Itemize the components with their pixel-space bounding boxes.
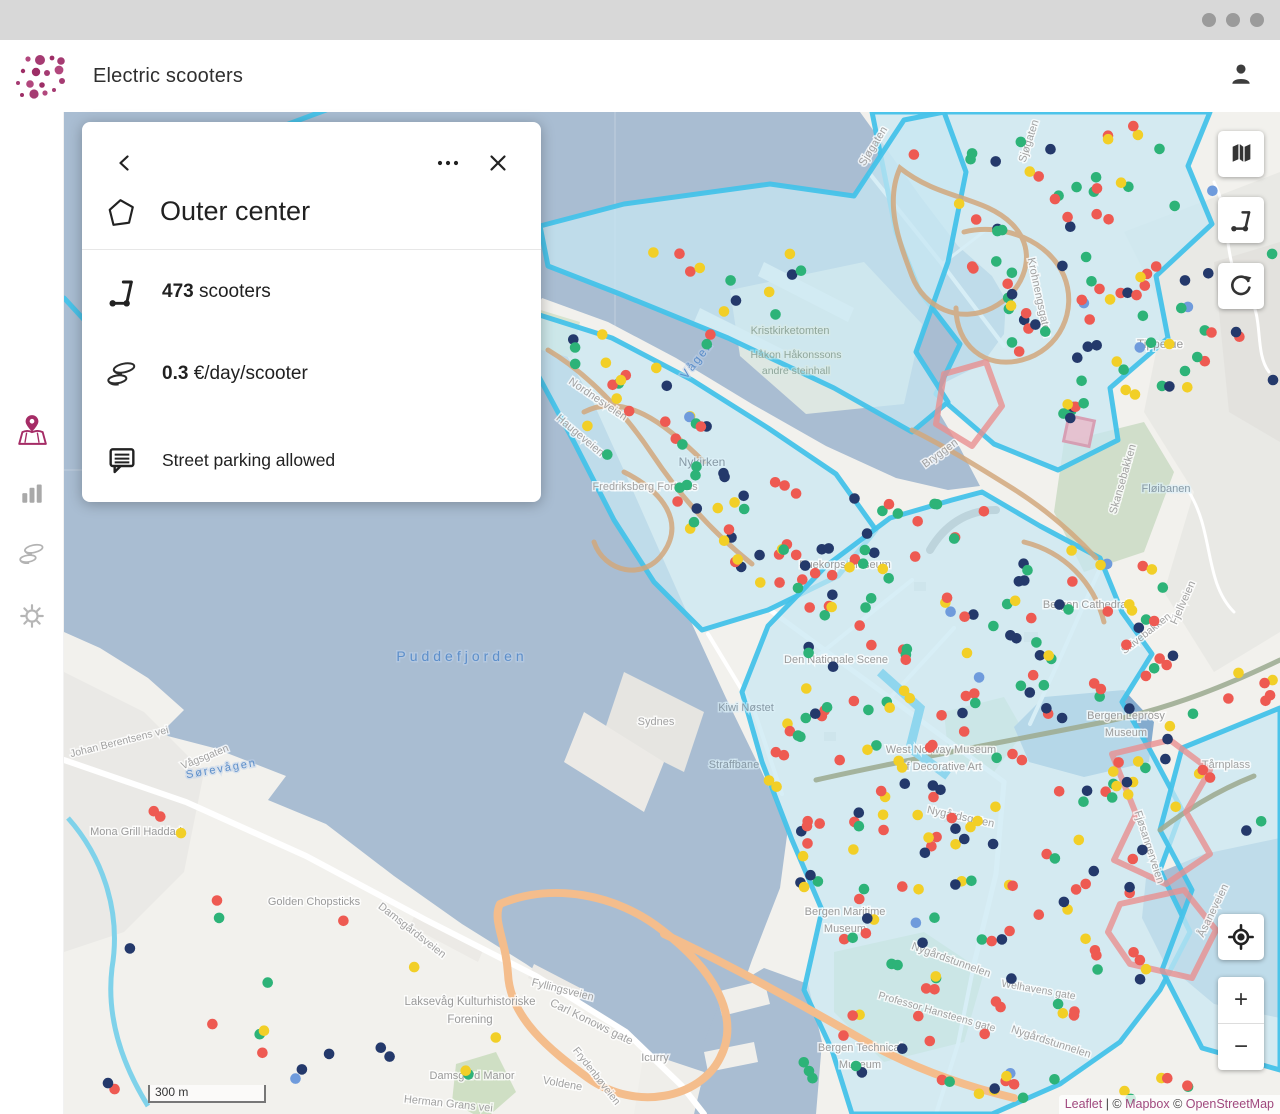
price-per-day: 0.3 €/day/scooter: [162, 363, 308, 384]
map-layers-icon: [1232, 144, 1251, 162]
svg-text:Tårnplass: Tårnplass: [1202, 759, 1251, 771]
close-icon: [490, 155, 506, 171]
svg-text:Icurry: Icurry: [641, 1052, 669, 1064]
svg-text:Kristkirketomten: Kristkirketomten: [751, 325, 830, 337]
scooter-icon: [1230, 211, 1250, 232]
svg-text:Nykirken: Nykirken: [679, 455, 726, 469]
map-pin-icon: [17, 415, 47, 445]
mapbox-link[interactable]: Mapbox: [1125, 1097, 1170, 1111]
svg-text:Sydnes: Sydnes: [638, 716, 675, 728]
refresh-button[interactable]: [1218, 263, 1264, 309]
bar-chart-icon: [21, 484, 42, 503]
person-icon: [1232, 63, 1250, 84]
fortress-marker: [1061, 413, 1097, 449]
window-control-dot: [1202, 13, 1216, 27]
scooter-dots[interactable]: [102, 120, 1279, 1105]
scooter-count: 473 scooters: [162, 281, 271, 302]
close-button[interactable]: [483, 148, 513, 178]
tan-paths: [545, 164, 1107, 625]
stat-row-parking: Street parking allowed: [82, 416, 541, 504]
sidebar-item-map[interactable]: [12, 410, 52, 450]
svg-text:Fredriksberg Fortress: Fredriksberg Fortress: [592, 481, 698, 493]
svg-text:Straffbane: Straffbane: [709, 759, 760, 771]
stat-row-price: 0.3 €/day/scooter: [82, 334, 541, 414]
sidebar-item-pricing[interactable]: [12, 534, 52, 574]
svg-text:Golden Chopsticks: Golden Chopsticks: [268, 896, 361, 908]
svg-text:Forening: Forening: [447, 1014, 492, 1026]
parking-rule: Street parking allowed: [162, 449, 336, 470]
chevron-left-icon: [119, 155, 129, 171]
orange-route: [493, 888, 1018, 1102]
osm-link[interactable]: OpenStreetMap: [1185, 1097, 1274, 1111]
svg-text:Museum: Museum: [824, 923, 866, 935]
scooter-icon: [109, 280, 133, 307]
stream: [66, 816, 151, 1108]
map-scale: 300 m: [148, 1085, 266, 1103]
window-titlebar: [0, 0, 1280, 40]
land-west: [64, 632, 700, 1114]
polygon-icon: [108, 198, 134, 226]
svg-text:Kiwi Nøstet: Kiwi Nøstet: [718, 702, 774, 714]
zoom-in-button[interactable]: +: [1233, 986, 1248, 1013]
zone-harbor: [537, 112, 969, 435]
app-logo-dots-icon: [16, 55, 65, 99]
user-account-button[interactable]: [1228, 61, 1254, 92]
back-button[interactable]: [110, 148, 140, 178]
restricted-zones: [933, 359, 1219, 981]
more-menu-button[interactable]: [433, 148, 463, 178]
stat-row-scooters: 473 scooters: [82, 252, 541, 332]
svg-text:andre steinhall: andre steinhall: [762, 365, 830, 377]
app-header: Electric scooters: [0, 40, 1280, 112]
ellipsis-icon: [437, 160, 459, 166]
sidebar-item-settings[interactable]: [12, 596, 52, 636]
hillside-west: [64, 672, 204, 952]
svg-text:Håkon Håkonssons: Håkon Håkonssons: [750, 349, 841, 361]
zone-detail-panel: Outer center 473 scooters 0.3: [82, 122, 541, 502]
scooters-toggle-button[interactable]: [1218, 197, 1264, 243]
svg-text:Puddefjorden: Puddefjorden: [396, 648, 527, 664]
map[interactable]: Puddefjorden Sørevågen Vågen Sjøgaten Sjøgat…: [64, 112, 1280, 1114]
leaflet-link[interactable]: Leaflet: [1064, 1097, 1103, 1111]
crosshair-icon: [1228, 924, 1254, 950]
zoom-control: + −: [1218, 977, 1264, 1070]
refresh-icon: [1231, 275, 1252, 296]
svg-text:Fløibanen: Fløibanen: [1142, 483, 1191, 495]
coins-icon: [18, 543, 43, 565]
svg-text:of Decorative Art: of Decorative Art: [900, 761, 981, 773]
svg-text:West Norway Museum: West Norway Museum: [886, 744, 996, 756]
zoom-out-button[interactable]: −: [1233, 1033, 1248, 1060]
zone-title: Outer center: [160, 196, 311, 226]
sidebar: [0, 112, 64, 1114]
layers-button[interactable]: [1218, 131, 1264, 177]
gear-icon: [19, 604, 44, 628]
svg-text:Bergen Technical: Bergen Technical: [818, 1042, 902, 1054]
zone-center: [739, 489, 1193, 1114]
locate-button[interactable]: [1218, 914, 1264, 960]
svg-text:Mona Grill Haddad: Mona Grill Haddad: [90, 826, 182, 838]
svg-text:Bergen Leprosy: Bergen Leprosy: [1087, 710, 1165, 722]
green-route: [813, 657, 1280, 833]
sidebar-item-statistics[interactable]: [12, 472, 52, 512]
svg-text:Museum: Museum: [1105, 727, 1147, 739]
note-icon: [109, 448, 135, 474]
window-control-dot: [1226, 13, 1240, 27]
app-title: Electric scooters: [93, 64, 244, 87]
coins-icon: [107, 362, 136, 386]
svg-text:Laksevåg Kulturhistoriske: Laksevåg Kulturhistoriske: [404, 996, 535, 1008]
map-attribution: Leaflet | © Mapbox © OpenStreetMap: [1058, 1095, 1280, 1114]
window-control-dot: [1250, 13, 1264, 27]
divider: [82, 249, 541, 250]
